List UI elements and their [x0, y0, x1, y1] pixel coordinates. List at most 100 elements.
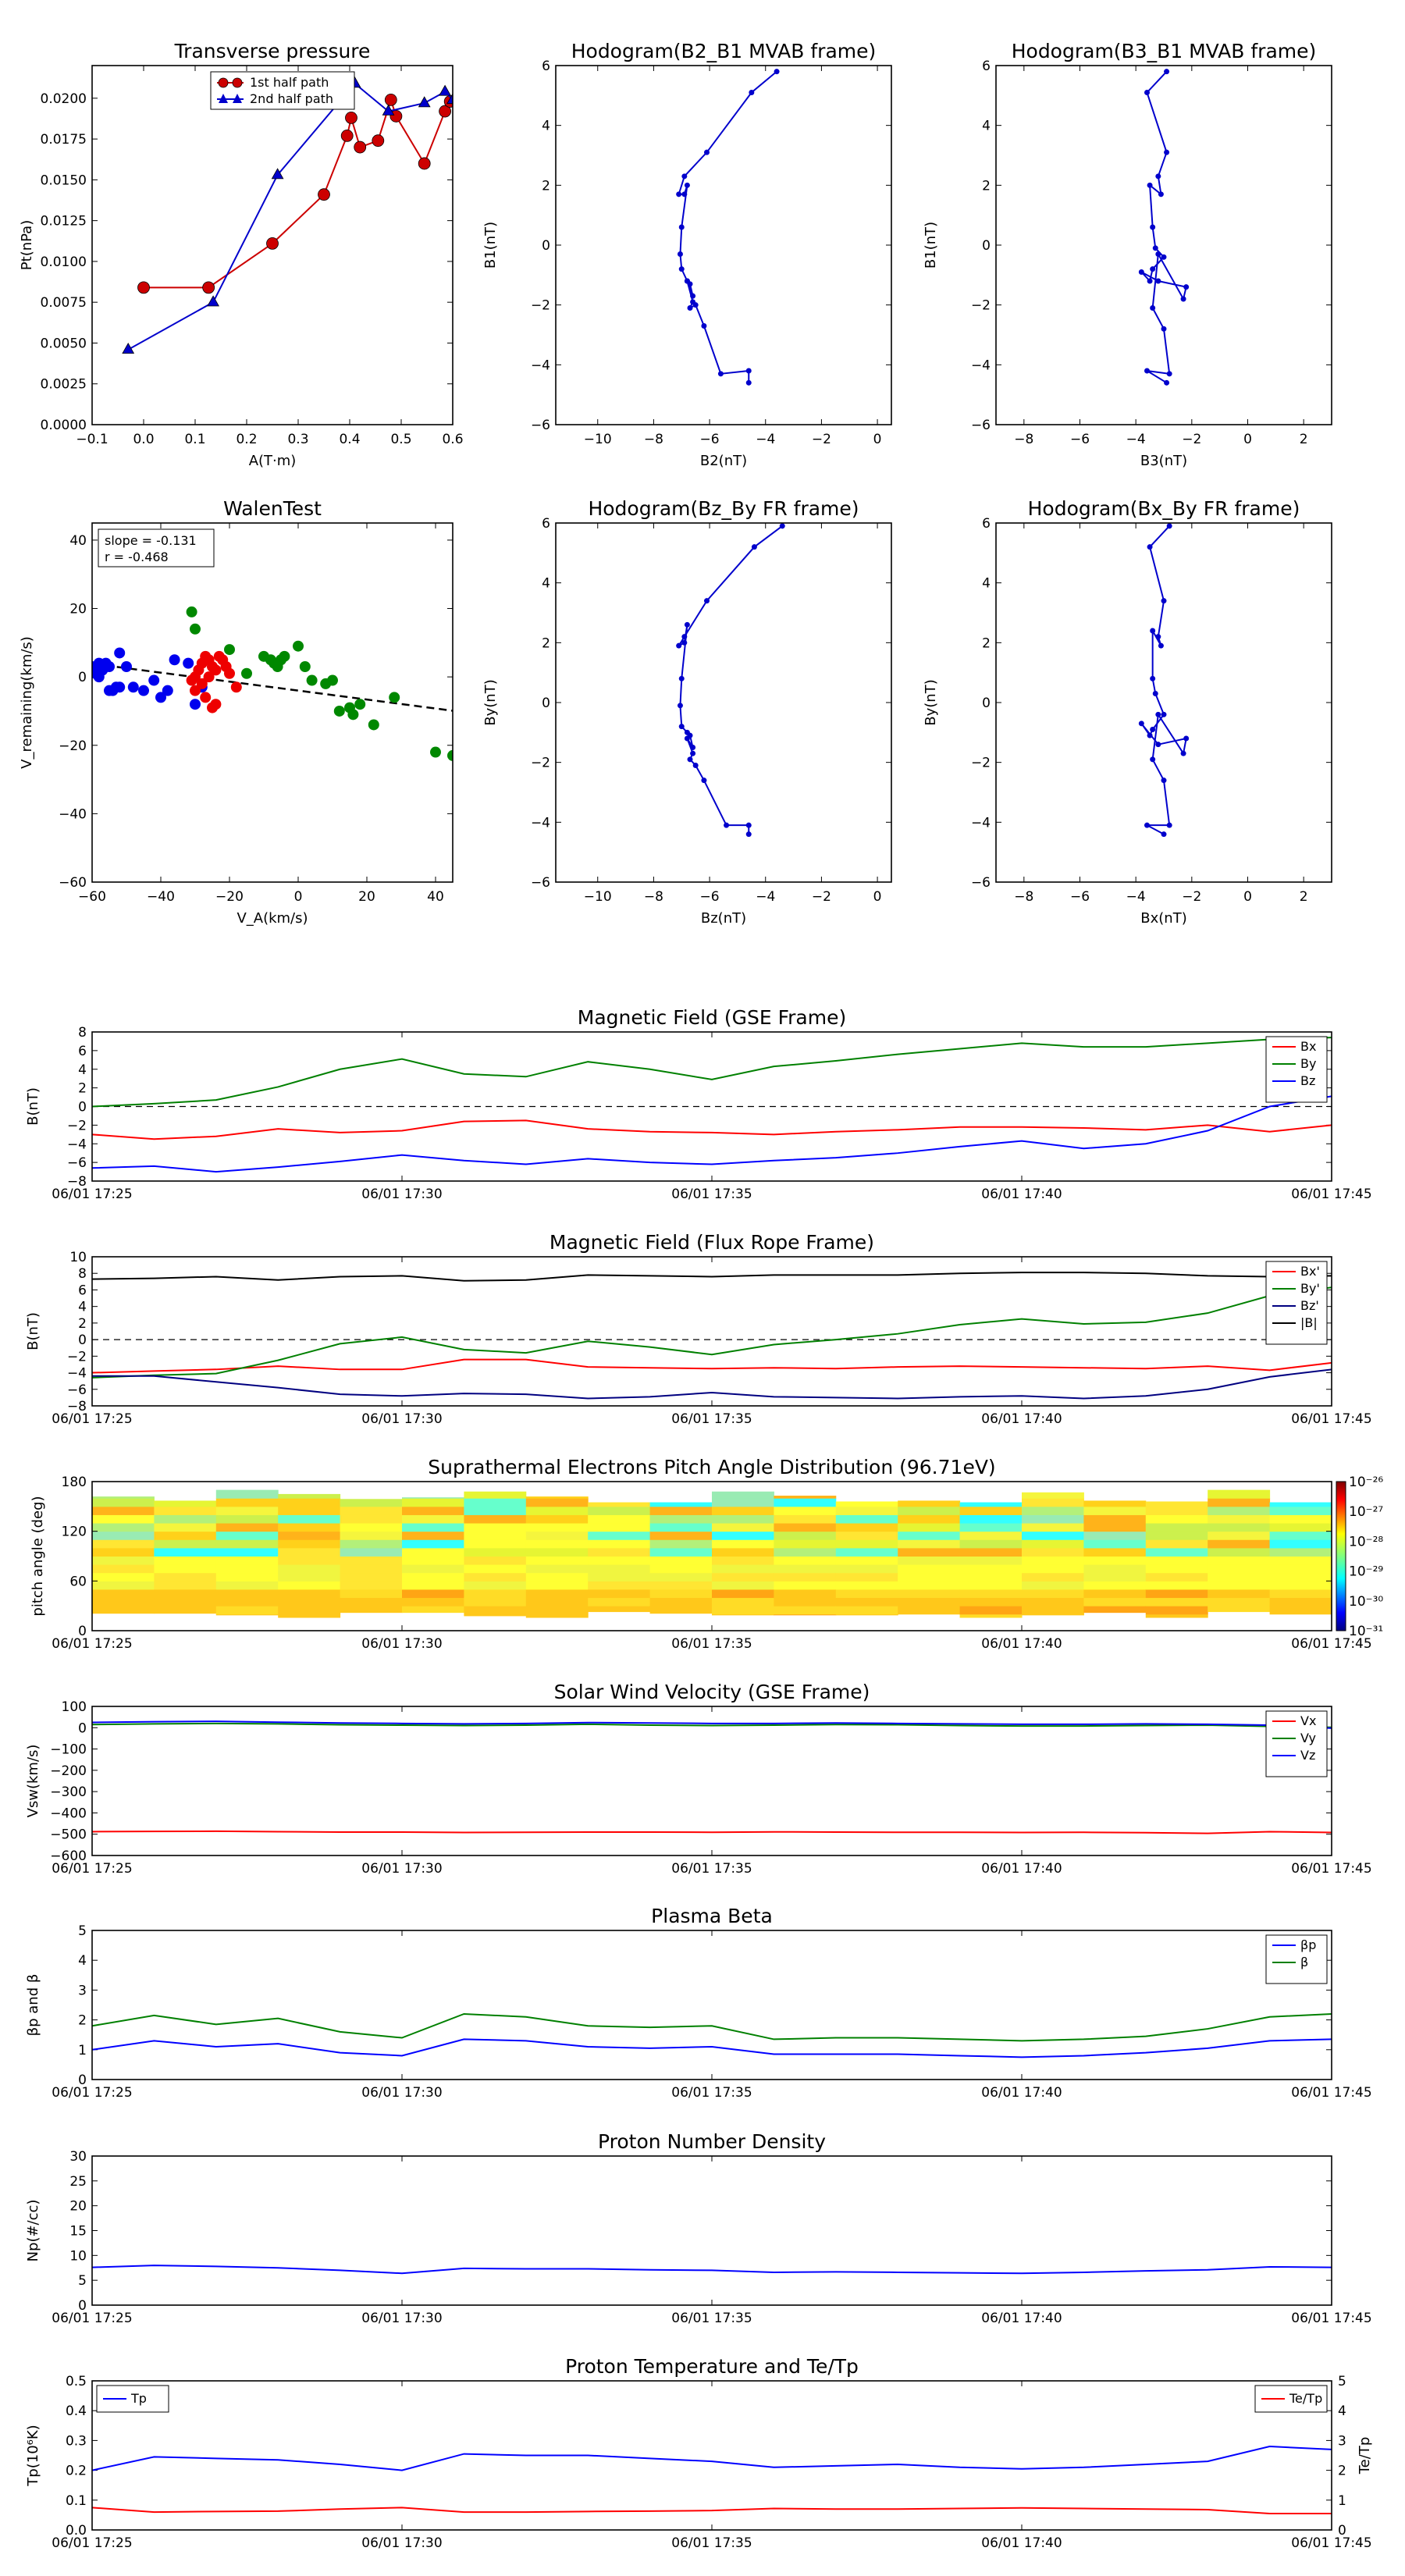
pad-cell	[649, 1581, 713, 1590]
pad-cell	[215, 1572, 279, 1582]
vsw-ytick-label: −300	[50, 1784, 87, 1800]
pad-cell	[1083, 1539, 1147, 1549]
temperature-plot-area	[92, 2446, 1332, 2514]
mag_fr-panel: Magnetic Field (Flux Rope Frame) 06/01 17…	[25, 1231, 1372, 1427]
beta-ytick-label: 0	[78, 2073, 87, 2088]
pad-panel: Suprathermal Electrons Pitch Angle Distr…	[30, 1456, 1383, 1652]
hodogram_b3_b1-ytick-label: 2	[982, 178, 991, 194]
pad-cell	[1022, 1564, 1084, 1574]
pad-cell	[959, 1556, 1023, 1565]
pad-time-label: 06/01 17:35	[671, 1636, 752, 1652]
pad-cell	[92, 1597, 155, 1606]
pad-cell	[649, 1514, 713, 1524]
pad-ytick-label: 120	[62, 1525, 87, 1540]
pad-cell	[154, 1514, 217, 1524]
pad-cell	[278, 1589, 341, 1599]
hodogram_b3_b1-point	[1147, 278, 1153, 284]
pad-cell	[1269, 1589, 1332, 1599]
hodogram_b2_b1-plot-area	[676, 69, 780, 386]
beta-legend	[1265, 1934, 1328, 1984]
density-ytick-label: 0	[78, 2298, 87, 2314]
hodogram_bx_by-point	[1147, 732, 1153, 738]
transverse_pressure-xtick-label: 0.1	[184, 432, 205, 447]
hodogram_b3_b1-ytick-label: 4	[982, 119, 991, 134]
pad-cell	[525, 1498, 589, 1507]
temperature-time-label: 06/01 17:40	[981, 2535, 1062, 2551]
hodogram_bx_by-point	[1161, 777, 1167, 784]
transverse_pressure-xtick-label: 0.5	[390, 432, 411, 447]
pad-cell	[402, 1531, 464, 1540]
pad-cell	[959, 1564, 1023, 1574]
mag_fr-ytick-label: −8	[67, 1399, 87, 1414]
hodogram_bz_by-point	[687, 756, 693, 763]
hodogram_b2_b1-xtick-label: −10	[584, 432, 612, 447]
pad-cell	[898, 1564, 961, 1574]
hodogram_b3_b1-point	[1166, 371, 1172, 377]
walen_test-point	[138, 685, 149, 696]
density-ytick-label: 25	[69, 2174, 87, 2190]
hodogram_b2_b1-point	[678, 266, 685, 272]
pad-cell	[1269, 1539, 1332, 1549]
transverse_pressure-xtick-label: 0.6	[442, 432, 463, 447]
transverse_pressure-series-line	[144, 97, 451, 289]
mag_gse-panel: Magnetic Field (GSE Frame) 06/01 17:25 06/…	[25, 1006, 1372, 1202]
vsw-time-label: 06/01 17:30	[361, 1861, 442, 1877]
vsw-ytick-label: −600	[50, 1848, 87, 1864]
pad-cell	[464, 1597, 527, 1606]
hodogram_b3_b1-xtick-label: −8	[1014, 432, 1033, 447]
pad-cell	[774, 1498, 837, 1507]
walen_test-point	[230, 681, 242, 693]
pad-cell	[649, 1606, 713, 1614]
colorbar-label: 10⁻²⁷	[1349, 1504, 1383, 1520]
pad-cell	[92, 1506, 155, 1515]
walen_test-xtick-label: −60	[78, 889, 106, 905]
density-time-label: 06/01 17:40	[981, 2311, 1062, 2326]
transverse_pressure-point	[439, 84, 451, 96]
hodogram_bz_by-ytick-label: 6	[542, 516, 550, 532]
walen_test-point	[224, 667, 235, 679]
pad-cell	[898, 1531, 961, 1540]
pad-heatmap-cells	[92, 1489, 1332, 1618]
hodogram_bx_by-point	[1155, 742, 1161, 748]
transverse_pressure-xtick-label: 0.2	[236, 432, 257, 447]
beta-panel: Plasma Beta 06/01 17:25 06/01 17:30 06/01 1…	[25, 1905, 1372, 2101]
pad-cell	[1208, 1539, 1271, 1549]
hodogram_b2_b1-point	[678, 224, 685, 230]
pad-cell	[1022, 1514, 1084, 1524]
pad-cell	[154, 1572, 217, 1582]
hodogram_bz_by-ytick-label: 0	[542, 696, 550, 711]
pad-cell	[1022, 1572, 1084, 1582]
hodogram_b3_b1-title: Hodogram(B3_B1 MVAB frame)	[1012, 40, 1317, 62]
pad-cell	[1145, 1572, 1208, 1582]
beta-series-βp	[92, 2038, 1332, 2058]
pad-cell	[92, 1539, 155, 1549]
walen_test-point	[186, 606, 197, 617]
walen_test-point	[100, 661, 112, 672]
pad-cell	[402, 1589, 464, 1599]
pad-cell	[959, 1531, 1023, 1540]
pad-cell	[1083, 1606, 1147, 1614]
pad-cell	[525, 1506, 589, 1515]
pad-cell	[525, 1539, 589, 1549]
mag_fr-time-label: 06/01 17:45	[1291, 1411, 1371, 1427]
pad-cell	[898, 1506, 961, 1515]
pad-cell	[525, 1523, 589, 1532]
transverse_pressure-point	[318, 188, 330, 201]
pad-cell	[588, 1502, 651, 1507]
pad-cell	[959, 1514, 1023, 1524]
mag_fr-title: Magnetic Field (Flux Rope Frame)	[550, 1231, 874, 1254]
vsw-ytick-label: −500	[50, 1827, 87, 1843]
pad-cell	[959, 1614, 1023, 1618]
hodogram_b3_b1-point	[1164, 379, 1170, 386]
pad-cell	[92, 1496, 155, 1499]
walen_test-point	[293, 640, 304, 652]
beta-legend-label: βp	[1300, 1937, 1316, 1952]
beta-ytick-label: 4	[78, 1953, 87, 1969]
hodogram_b2_b1-ytick-label: 6	[542, 59, 550, 74]
hodogram_bz_by-point	[678, 675, 685, 681]
hodogram_bx_by-ylabel: By(nT)	[923, 679, 939, 725]
hodogram_b3_b1-xtick-label: 0	[1243, 432, 1252, 447]
pad-cell	[1083, 1581, 1147, 1590]
pad-cell	[649, 1531, 713, 1540]
